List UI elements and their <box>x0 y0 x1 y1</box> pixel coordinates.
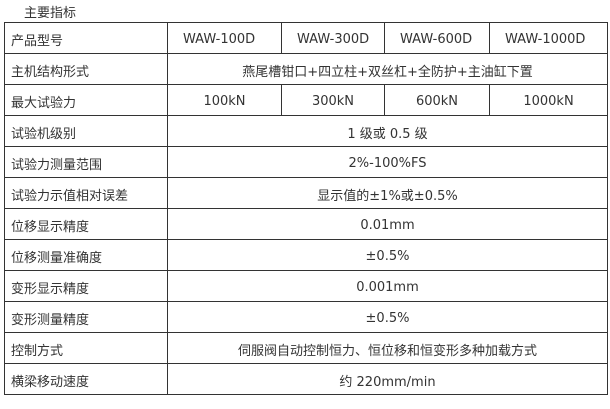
row-value: 2%-100%FS <box>167 146 608 178</box>
model-cell: WAW-300D <box>281 22 385 54</box>
row-value: ±0.5% <box>167 239 608 271</box>
row-label: 变形测量精度 <box>4 301 168 333</box>
model-cell: WAW-600D <box>384 22 490 54</box>
row-label: 产品型号 <box>4 22 168 54</box>
model-cell: WAW-1000D <box>489 22 608 54</box>
row-label: 试验力测量范围 <box>4 146 168 178</box>
table-row: 主机结构形式 燕尾槽钳口+四立柱+双丝杠+全防护+主油缸下置 <box>4 53 608 85</box>
row-label: 位移显示精度 <box>4 208 168 240</box>
row-label: 横梁移动速度 <box>4 363 168 395</box>
force-cell: 300kN <box>281 84 385 116</box>
table-row: 产品型号 WAW-100D WAW-300D WAW-600D WAW-1000… <box>4 22 608 54</box>
force-cell: 100kN <box>167 84 282 116</box>
table-row: 位移测量准确度 ±0.5% <box>4 239 608 271</box>
row-label: 最大试验力 <box>4 84 168 116</box>
row-value: 0.001mm <box>167 270 608 302</box>
table-row: 试验力测量范围 2%-100%FS <box>4 146 608 178</box>
force-cell: 600kN <box>384 84 490 116</box>
row-label: 试验力示值相对误差 <box>4 177 168 209</box>
row-value: 0.01mm <box>167 208 608 240</box>
table-row: 最大试验力 100kN 300kN 600kN 1000kN <box>4 84 608 116</box>
row-value: 1 级或 0.5 级 <box>167 115 608 147</box>
table-row: 控制方式 伺服阀自动控制恒力、恒位移和恒变形多种加载方式 <box>4 332 608 364</box>
table-row: 试验力示值相对误差 显示值的±1%或±0.5% <box>4 177 608 209</box>
row-label: 主机结构形式 <box>4 53 168 85</box>
table-row: 变形显示精度 0.001mm <box>4 270 608 302</box>
row-label: 位移测量准确度 <box>4 239 168 271</box>
row-value: 约 220mm/min <box>167 363 608 395</box>
row-label: 变形显示精度 <box>4 270 168 302</box>
table-row: 试验机级别 1 级或 0.5 级 <box>4 115 608 147</box>
row-value: 燕尾槽钳口+四立柱+双丝杠+全防护+主油缸下置 <box>167 53 608 85</box>
table-row: 位移显示精度 0.01mm <box>4 208 608 240</box>
force-cell: 1000kN <box>489 84 608 116</box>
spec-table: 产品型号 WAW-100D WAW-300D WAW-600D WAW-1000… <box>4 22 608 395</box>
table-row: 变形测量精度 ±0.5% <box>4 301 608 333</box>
row-value: 显示值的±1%或±0.5% <box>167 177 608 209</box>
row-value: 伺服阀自动控制恒力、恒位移和恒变形多种加载方式 <box>167 332 608 364</box>
table-row: 横梁移动速度约 220mm/min <box>4 363 608 395</box>
row-label: 控制方式 <box>4 332 168 364</box>
section-title: 主要指标 <box>24 6 77 21</box>
row-label: 试验机级别 <box>4 115 168 147</box>
row-value: ±0.5% <box>167 301 608 333</box>
model-cell: WAW-100D <box>167 22 282 54</box>
